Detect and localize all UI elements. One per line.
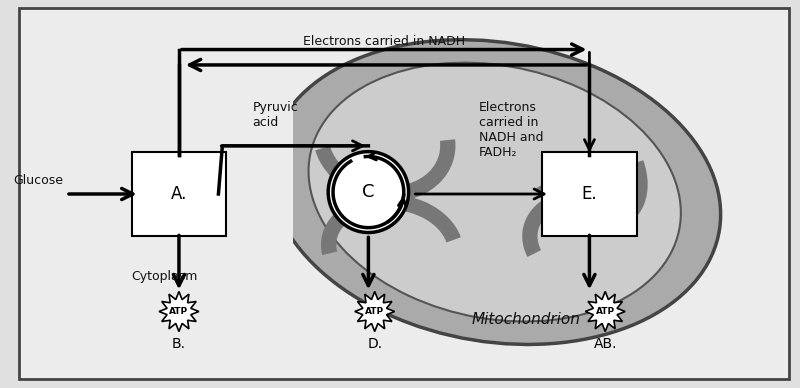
Text: Cytoplasm: Cytoplasm	[131, 270, 198, 283]
Text: D.: D.	[367, 337, 382, 351]
Text: B.: B.	[172, 337, 186, 351]
Text: Glucose: Glucose	[13, 174, 63, 187]
Text: AB.: AB.	[594, 337, 617, 351]
Polygon shape	[586, 291, 625, 331]
FancyBboxPatch shape	[18, 8, 789, 379]
Ellipse shape	[269, 40, 721, 345]
Text: Electrons
carried in
NADH and
FADH₂: Electrons carried in NADH and FADH₂	[479, 101, 543, 159]
Text: ATP: ATP	[170, 307, 189, 316]
Text: C: C	[362, 183, 374, 201]
Polygon shape	[159, 291, 199, 331]
Text: Pyruvic
acid: Pyruvic acid	[252, 101, 298, 129]
FancyBboxPatch shape	[21, 11, 294, 377]
Ellipse shape	[328, 152, 409, 232]
FancyBboxPatch shape	[542, 152, 637, 236]
Text: ATP: ATP	[596, 307, 614, 316]
Text: Mitochondrion: Mitochondrion	[472, 312, 581, 327]
Text: A.: A.	[170, 185, 187, 203]
Text: E.: E.	[582, 185, 598, 203]
FancyBboxPatch shape	[131, 152, 226, 236]
Text: ATP: ATP	[365, 307, 384, 316]
Polygon shape	[355, 291, 394, 331]
Ellipse shape	[309, 62, 681, 322]
Text: Electrons carried in NADH: Electrons carried in NADH	[303, 35, 466, 48]
